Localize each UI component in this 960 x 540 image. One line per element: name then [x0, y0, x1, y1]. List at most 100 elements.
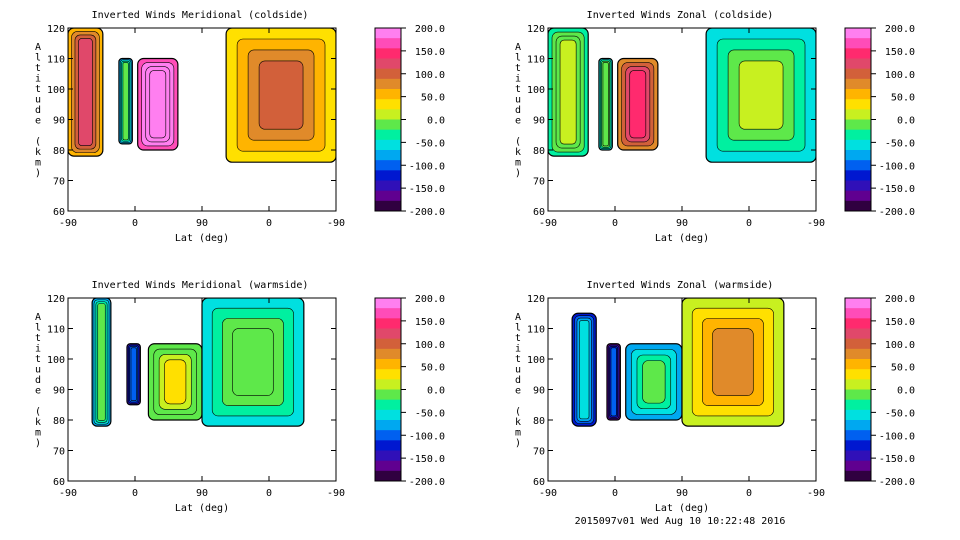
colorbar-swatch	[845, 328, 871, 340]
colorbar-tick-label: -50.0	[885, 138, 915, 149]
contour-ring	[258, 60, 304, 130]
y-tick-label: 70	[533, 177, 545, 188]
colorbar-swatch	[845, 28, 871, 39]
y-tick-label: 100	[47, 85, 65, 96]
y-tick-label: 80	[533, 146, 545, 157]
x-tick-label: 90	[196, 218, 208, 229]
colorbar-swatch	[845, 379, 871, 390]
colorbar-tick-label: 150.0	[885, 47, 915, 58]
colorbar-swatch	[845, 190, 871, 202]
colorbar-swatch	[375, 450, 401, 462]
colorbar-tick-label: 0.0	[427, 116, 445, 127]
colorbar-swatch	[375, 379, 401, 390]
colorbar-swatch	[845, 460, 871, 472]
y-tick-label: 120	[527, 294, 545, 305]
colorbar-tick-label: 200.0	[415, 294, 445, 305]
contour-ring	[610, 347, 617, 417]
colorbar-swatch	[375, 200, 401, 212]
y-tick-label: 100	[47, 355, 65, 366]
y-tick-label: 60	[53, 207, 65, 218]
colorbar-swatch	[375, 78, 401, 90]
y-tick-label: 120	[47, 24, 65, 35]
x-tick-label: -90	[807, 488, 825, 499]
colorbar-tick-label: -50.0	[415, 138, 445, 149]
colorbar-tick-label: -100.0	[879, 431, 915, 442]
colorbar-swatch	[375, 170, 401, 181]
colorbar-tick-label: -200.0	[409, 477, 445, 488]
colorbar-tick-label: 100.0	[885, 70, 915, 81]
colorbar-swatch	[845, 89, 871, 100]
contour-ring	[78, 38, 93, 146]
x-tick-label: 90	[196, 488, 208, 499]
contour-ring	[602, 62, 609, 147]
y-tick-label: 70	[53, 447, 65, 458]
x-axis-label: Lat (deg)	[655, 233, 709, 244]
y-tick-label: 70	[533, 447, 545, 458]
contour-ring	[232, 328, 274, 396]
x-tick-label: 90	[676, 218, 688, 229]
colorbar-swatch	[845, 48, 871, 59]
y-tick-label: 60	[533, 477, 545, 488]
colorbar-swatch	[375, 119, 401, 131]
colorbar-swatch	[845, 369, 871, 380]
y-tick-label: 90	[533, 116, 545, 127]
colorbar-swatch	[375, 109, 401, 120]
colorbar-swatch	[375, 430, 401, 441]
colorbar-tick-label: 100.0	[415, 340, 445, 351]
colorbar-swatch	[845, 139, 871, 151]
colorbar-swatch	[375, 38, 401, 49]
colorbar-swatch	[375, 139, 401, 151]
chart-title: Inverted Winds Zonal (warmside)	[587, 280, 774, 291]
colorbar-tick-label: 150.0	[885, 317, 915, 328]
colorbar-tick-label: 200.0	[415, 24, 445, 35]
x-tick-label: -90	[807, 218, 825, 229]
chart-panel-1: Inverted Winds Meridional (coldside) 60 70…	[35, 10, 445, 244]
colorbar-tick-label: 200.0	[885, 24, 915, 35]
contour-ring	[629, 70, 647, 139]
chart-title: Inverted Winds Meridional (warmside)	[92, 280, 309, 291]
x-axis-label: Lat (deg)	[175, 503, 229, 514]
colorbar-swatch	[375, 369, 401, 380]
colorbar: 200.0 150.0 100.0 50.0 0.0 -50.0 -100.0 -150.0 -…	[374, 24, 445, 218]
x-tick-label: 0	[132, 218, 138, 229]
colorbar-swatch	[375, 389, 401, 401]
colorbar-tick-label: 0.0	[427, 386, 445, 397]
colorbar-swatch	[375, 68, 401, 80]
colorbar-tick-label: 50.0	[891, 363, 915, 374]
colorbar: 200.0 150.0 100.0 50.0 0.0 -50.0 -100.0 -150.0 -…	[844, 24, 915, 218]
colorbar-swatch	[845, 180, 871, 192]
x-axis-label: Lat (deg)	[655, 503, 709, 514]
colorbar-swatch	[375, 308, 401, 319]
x-tick-label: 0	[746, 488, 752, 499]
colorbar-swatch	[375, 440, 401, 451]
colorbar-swatch	[845, 420, 871, 431]
colorbar-swatch	[375, 28, 401, 39]
colorbar-swatch	[845, 389, 871, 401]
y-tick-label: 100	[527, 355, 545, 366]
colorbar-swatch	[375, 99, 401, 110]
colorbar-tick-label: 0.0	[897, 386, 915, 397]
colorbar-swatch	[375, 470, 401, 482]
x-tick-label: -90	[327, 488, 345, 499]
contour-ring	[738, 60, 784, 130]
y-tick-label: 110	[527, 325, 545, 336]
colorbar-swatch	[375, 298, 401, 309]
contour-ring	[164, 359, 187, 405]
colorbar-tick-label: -100.0	[409, 161, 445, 172]
colorbar-swatch	[375, 190, 401, 202]
y-tick-label: 120	[47, 294, 65, 305]
colorbar-swatch	[845, 170, 871, 181]
colorbar-swatch	[375, 338, 401, 350]
x-axis-label: Lat (deg)	[175, 233, 229, 244]
x-tick-label: 0	[612, 488, 618, 499]
colorbar-swatch	[375, 160, 401, 171]
x-tick-label: -90	[539, 488, 557, 499]
colorbar-swatch	[845, 348, 871, 360]
colorbar-tick-label: -150.0	[879, 454, 915, 465]
y-tick-label: 90	[533, 386, 545, 397]
x-tick-label: 90	[676, 488, 688, 499]
colorbar-tick-label: 150.0	[415, 317, 445, 328]
contour-ring	[97, 303, 106, 421]
